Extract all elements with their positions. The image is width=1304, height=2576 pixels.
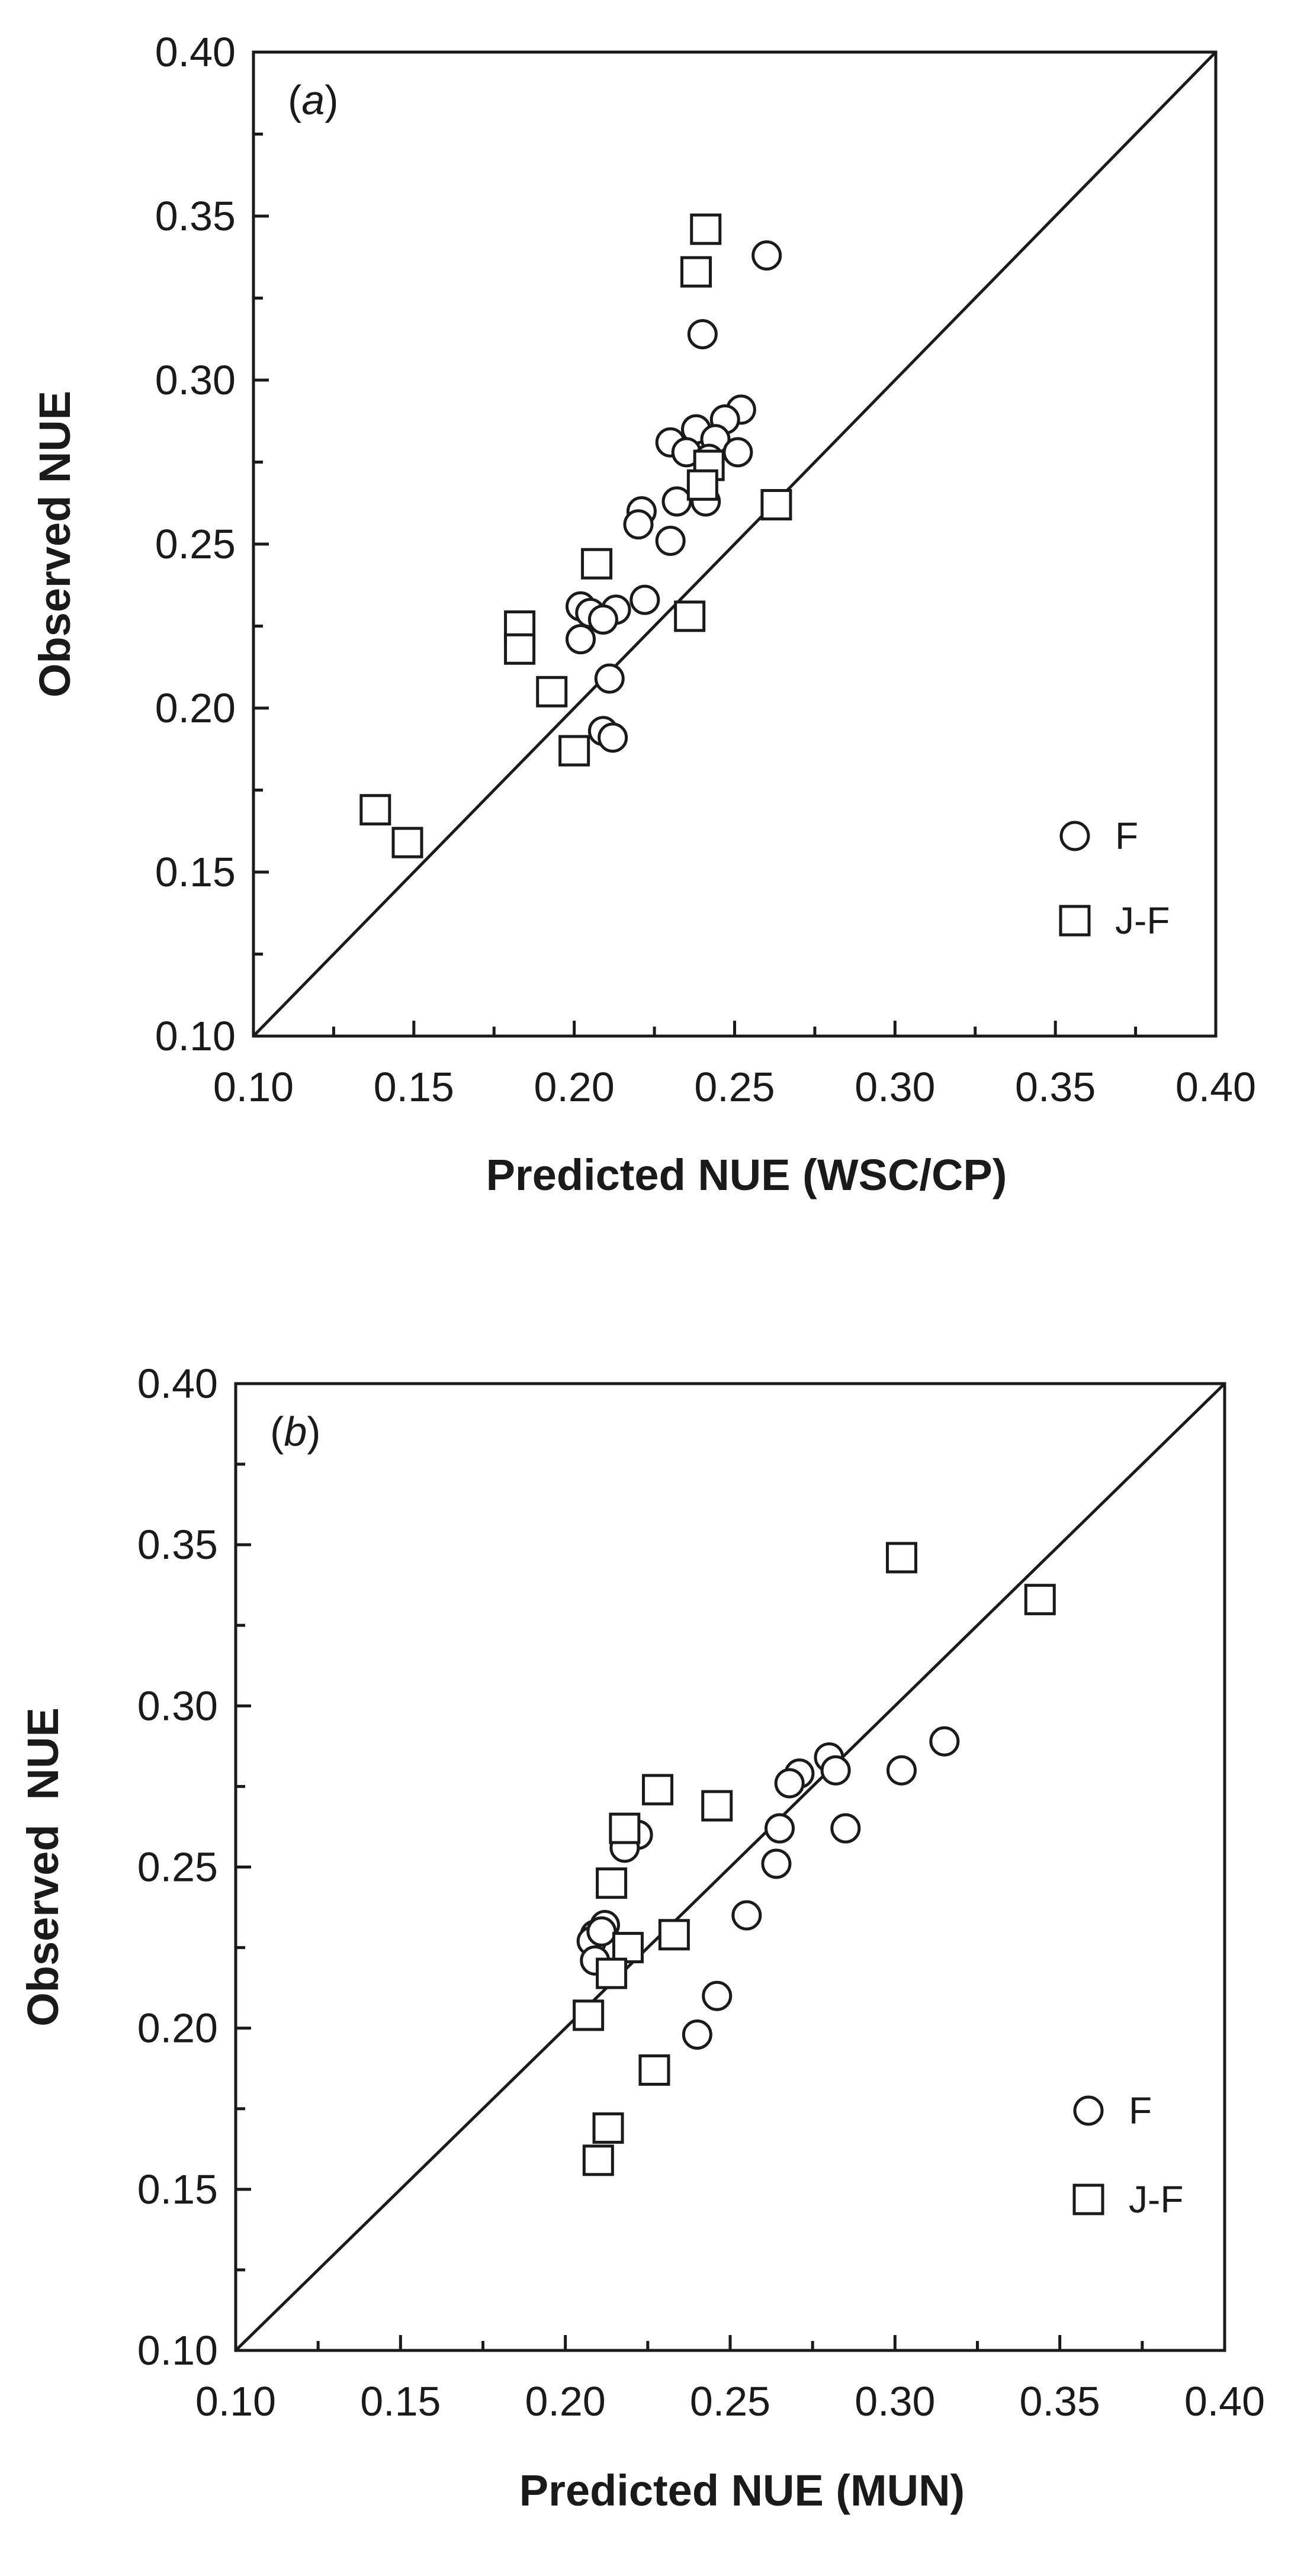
- data-point-j-f: [609, 1812, 641, 1844]
- x-tick-label: 0.35: [1015, 1064, 1096, 1110]
- legend-marker-f: [1073, 2095, 1104, 2126]
- data-point-f: [820, 1755, 851, 1786]
- one-to-one-line: [235, 1382, 1226, 2352]
- data-point-f: [830, 1813, 861, 1844]
- legend: F J-F: [1072, 2089, 1183, 2221]
- series-j-f: [359, 213, 792, 858]
- y-tick-label: 0.40: [137, 1361, 218, 1407]
- data-point-f: [586, 1916, 617, 1947]
- x-tick-label: 0.40: [1184, 2378, 1265, 2424]
- legend-label: J-F: [1115, 899, 1170, 942]
- y-axis-title: Observed NUE: [18, 1707, 68, 2027]
- data-point-j-f: [558, 735, 590, 767]
- chart-panel-a: 0.10 0.15 0.20 0.25 0.30 0.35 0.40 0.10 0.15 0.20…: [30, 29, 1256, 1199]
- legend-marker-f: [1059, 821, 1090, 851]
- chart-panel-b: 0.10 0.15 0.20 0.25 0.30 0.35 0.40 0.10 0.15 0.20…: [18, 1361, 1265, 2515]
- data-point-j-f: [686, 469, 718, 501]
- data-point-j-f: [581, 548, 613, 580]
- data-point-f: [774, 1768, 805, 1799]
- x-tick-label: 0.30: [855, 2378, 935, 2424]
- panel-label: (b): [270, 1408, 321, 1455]
- y-tick-label: 0.25: [137, 1844, 218, 1890]
- data-point-f: [702, 1980, 733, 2011]
- y-tick-label: 0.30: [155, 357, 236, 403]
- series-f: [566, 240, 782, 753]
- panel-label: (a): [288, 77, 339, 123]
- data-point-f: [682, 2019, 712, 2050]
- y-tick-label: 0.30: [137, 1683, 218, 1729]
- y-tick-label: 0.10: [137, 2327, 218, 2374]
- y-tick-label: 0.20: [137, 2005, 218, 2051]
- data-point-j-f: [674, 600, 706, 632]
- data-point-f: [629, 584, 660, 615]
- y-axis-title: Observed NUE: [30, 391, 79, 697]
- data-point-f: [765, 1813, 795, 1844]
- data-point-j-f: [391, 826, 423, 858]
- data-point-f: [761, 1848, 792, 1879]
- x-tick-label: 0.40: [1175, 1064, 1256, 1110]
- x-tick-label: 0.20: [525, 2378, 606, 2424]
- one-to-one-line: [252, 51, 1217, 1037]
- y-tick-label: 0.40: [155, 29, 236, 75]
- legend-marker-j-f: [1059, 905, 1091, 937]
- data-point-j-f: [701, 1790, 733, 1822]
- data-point-j-f: [596, 1867, 628, 1899]
- legend: F J-F: [1059, 815, 1170, 942]
- y-tick-label: 0.10: [155, 1013, 236, 1059]
- data-point-j-f: [690, 213, 722, 245]
- data-point-j-f: [592, 2112, 624, 2144]
- legend-label: J-F: [1129, 2178, 1183, 2221]
- y-tick-label: 0.15: [155, 849, 236, 895]
- data-point-j-f: [1024, 1584, 1056, 1616]
- data-point-f: [655, 525, 686, 556]
- data-point-f: [598, 722, 628, 753]
- data-point-j-f: [596, 1957, 628, 1989]
- x-tick-label: 0.20: [534, 1064, 615, 1110]
- y-tick-label: 0.35: [155, 193, 236, 239]
- data-point-f: [661, 486, 692, 517]
- x-axis-title: Predicted NUE (MUN): [519, 2466, 965, 2515]
- legend-marker-j-f: [1072, 2183, 1104, 2215]
- y-tick-label: 0.35: [137, 1522, 218, 1568]
- data-point-f: [751, 240, 782, 271]
- legend-label: F: [1115, 815, 1138, 857]
- x-tick-label: 0.10: [213, 1064, 294, 1110]
- data-point-j-f: [760, 489, 792, 521]
- x-tick-label: 0.30: [855, 1064, 935, 1110]
- x-axis-title: Predicted NUE (WSC/CP): [486, 1150, 1007, 1199]
- data-point-j-f: [504, 633, 536, 665]
- x-tick-label: 0.35: [1020, 2378, 1100, 2424]
- x-tick-label: 0.25: [694, 1064, 775, 1110]
- legend-label: F: [1129, 2089, 1152, 2132]
- data-point-j-f: [536, 676, 568, 707]
- data-point-j-f: [638, 2054, 670, 2086]
- data-point-f: [722, 437, 753, 468]
- data-point-f: [594, 663, 625, 694]
- data-point-j-f: [642, 1774, 674, 1806]
- data-point-j-f: [885, 1542, 917, 1574]
- y-tick-label: 0.15: [137, 2166, 218, 2212]
- y-tick-label: 0.25: [155, 521, 236, 567]
- data-point-f: [623, 509, 654, 540]
- data-point-j-f: [359, 794, 391, 826]
- y-tick-label: 0.20: [155, 685, 236, 731]
- data-point-j-f: [612, 1932, 644, 1964]
- x-tick-label: 0.10: [195, 2378, 276, 2424]
- series-f: [576, 1726, 960, 2050]
- data-point-j-f: [573, 1999, 605, 2031]
- data-point-f: [687, 319, 718, 349]
- data-point-f: [587, 604, 618, 635]
- x-tick-label: 0.15: [360, 2378, 441, 2424]
- data-point-j-f: [680, 256, 712, 288]
- data-point-f: [886, 1755, 917, 1786]
- data-point-f: [929, 1726, 960, 1757]
- x-tick-label: 0.25: [690, 2378, 770, 2424]
- data-point-j-f: [658, 1919, 690, 1951]
- data-point-j-f: [582, 2144, 614, 2176]
- data-point-f: [566, 624, 596, 655]
- data-point-f: [731, 1900, 762, 1931]
- series-j-f: [573, 1542, 1056, 2176]
- x-tick-label: 0.15: [374, 1064, 454, 1110]
